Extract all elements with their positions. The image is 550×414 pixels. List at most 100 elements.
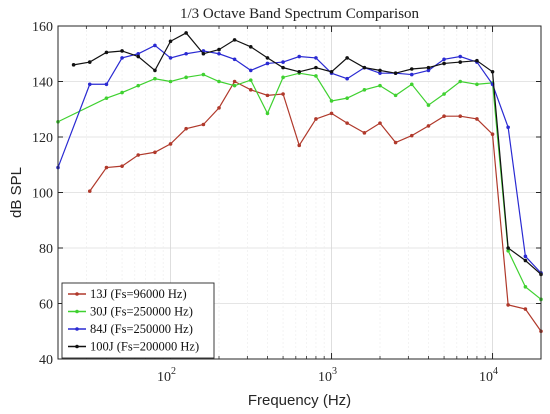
legend-label: 100J (Fs=200000 Hz) xyxy=(90,340,199,354)
series-point xyxy=(458,54,463,59)
series-point xyxy=(265,56,270,60)
series-point xyxy=(217,51,221,56)
series-point xyxy=(475,82,479,87)
x-tick-label: 102 xyxy=(157,366,176,385)
series-point xyxy=(184,75,188,80)
series-point xyxy=(136,153,141,157)
series-point xyxy=(87,189,92,193)
series-layer xyxy=(56,31,543,334)
y-tick-label: 120 xyxy=(32,131,53,146)
series-point xyxy=(426,68,431,73)
series-point xyxy=(409,67,414,71)
series-point xyxy=(345,76,349,81)
series-point xyxy=(136,51,141,56)
series-point xyxy=(232,57,237,62)
series-point xyxy=(393,140,398,145)
legend-item: 100J (Fs=200000 Hz) xyxy=(68,340,199,354)
series-point xyxy=(120,90,124,95)
series-point xyxy=(409,133,414,138)
legend-marker xyxy=(75,327,79,331)
series-point xyxy=(184,126,188,131)
legend-item: 30J (Fs=250000 Hz) xyxy=(68,305,193,319)
x-tick-label: 103 xyxy=(318,366,337,385)
series-point xyxy=(329,69,334,74)
series-point xyxy=(426,103,431,107)
x-axis-label: Frequency (Hz) xyxy=(248,392,351,409)
series-point xyxy=(104,82,109,87)
series-point xyxy=(409,72,414,77)
series-point xyxy=(265,111,270,116)
series-point xyxy=(458,60,463,64)
series-point xyxy=(523,285,528,289)
series-point xyxy=(362,88,367,92)
series-point xyxy=(281,75,285,80)
y-tick-label: 60 xyxy=(39,298,53,313)
series-point xyxy=(362,131,367,135)
series-point xyxy=(71,63,76,67)
series-point xyxy=(490,69,495,74)
series-point xyxy=(281,60,285,64)
series-3 xyxy=(71,31,543,277)
series-point xyxy=(184,31,188,35)
series-point xyxy=(378,71,382,75)
series-point xyxy=(442,92,446,96)
y-tick-label: 140 xyxy=(32,76,53,91)
series-point xyxy=(153,150,157,155)
series-point xyxy=(378,83,382,88)
grid xyxy=(57,25,542,360)
series-point xyxy=(442,57,446,62)
series-point xyxy=(523,254,528,259)
series-point xyxy=(314,117,318,121)
series-point xyxy=(475,58,479,63)
series-point xyxy=(523,307,528,311)
legend-item: 13J (Fs=96000 Hz) xyxy=(68,287,187,301)
series-point xyxy=(506,125,510,130)
legend-label: 30J (Fs=250000 Hz) xyxy=(90,305,193,319)
series-point xyxy=(104,165,109,170)
series-point xyxy=(120,49,124,53)
series-point xyxy=(153,43,157,48)
series-point xyxy=(104,96,109,100)
series-point xyxy=(87,82,92,87)
series-point xyxy=(265,61,270,66)
series-point xyxy=(168,39,173,44)
series-point xyxy=(201,51,206,56)
series-point xyxy=(281,65,285,70)
series-point xyxy=(201,122,206,127)
series-point xyxy=(120,56,124,60)
series-point xyxy=(442,61,446,66)
series-point xyxy=(506,248,510,253)
series-point xyxy=(378,68,382,73)
series-point xyxy=(409,82,414,87)
series-line xyxy=(73,32,542,275)
series-point xyxy=(217,106,221,110)
legend-marker xyxy=(75,292,79,296)
series-point xyxy=(104,50,109,55)
chart-title: 1/3 Octave Band Spectrum Comparison xyxy=(180,6,420,22)
y-tick-label: 100 xyxy=(32,187,53,202)
series-point xyxy=(248,78,253,82)
legend-marker xyxy=(75,309,79,314)
series-point xyxy=(217,79,221,84)
series-point xyxy=(393,93,398,98)
series-point xyxy=(426,124,431,128)
series-point xyxy=(168,79,173,84)
series-point xyxy=(362,65,367,70)
series-point xyxy=(168,142,173,146)
series-line xyxy=(57,44,542,274)
series-point xyxy=(87,60,92,64)
series-point xyxy=(329,99,334,103)
series-point xyxy=(248,45,253,49)
series-point xyxy=(217,47,221,52)
y-tick-label: 40 xyxy=(39,353,53,368)
series-point xyxy=(506,303,510,307)
series-point xyxy=(329,111,334,116)
legend-label: 13J (Fs=96000 Hz) xyxy=(90,287,187,301)
series-point xyxy=(458,114,463,118)
series-point xyxy=(136,83,141,88)
legend-marker xyxy=(75,344,79,349)
series-point xyxy=(297,143,302,148)
series-1 xyxy=(56,71,543,302)
series-point xyxy=(248,68,253,73)
